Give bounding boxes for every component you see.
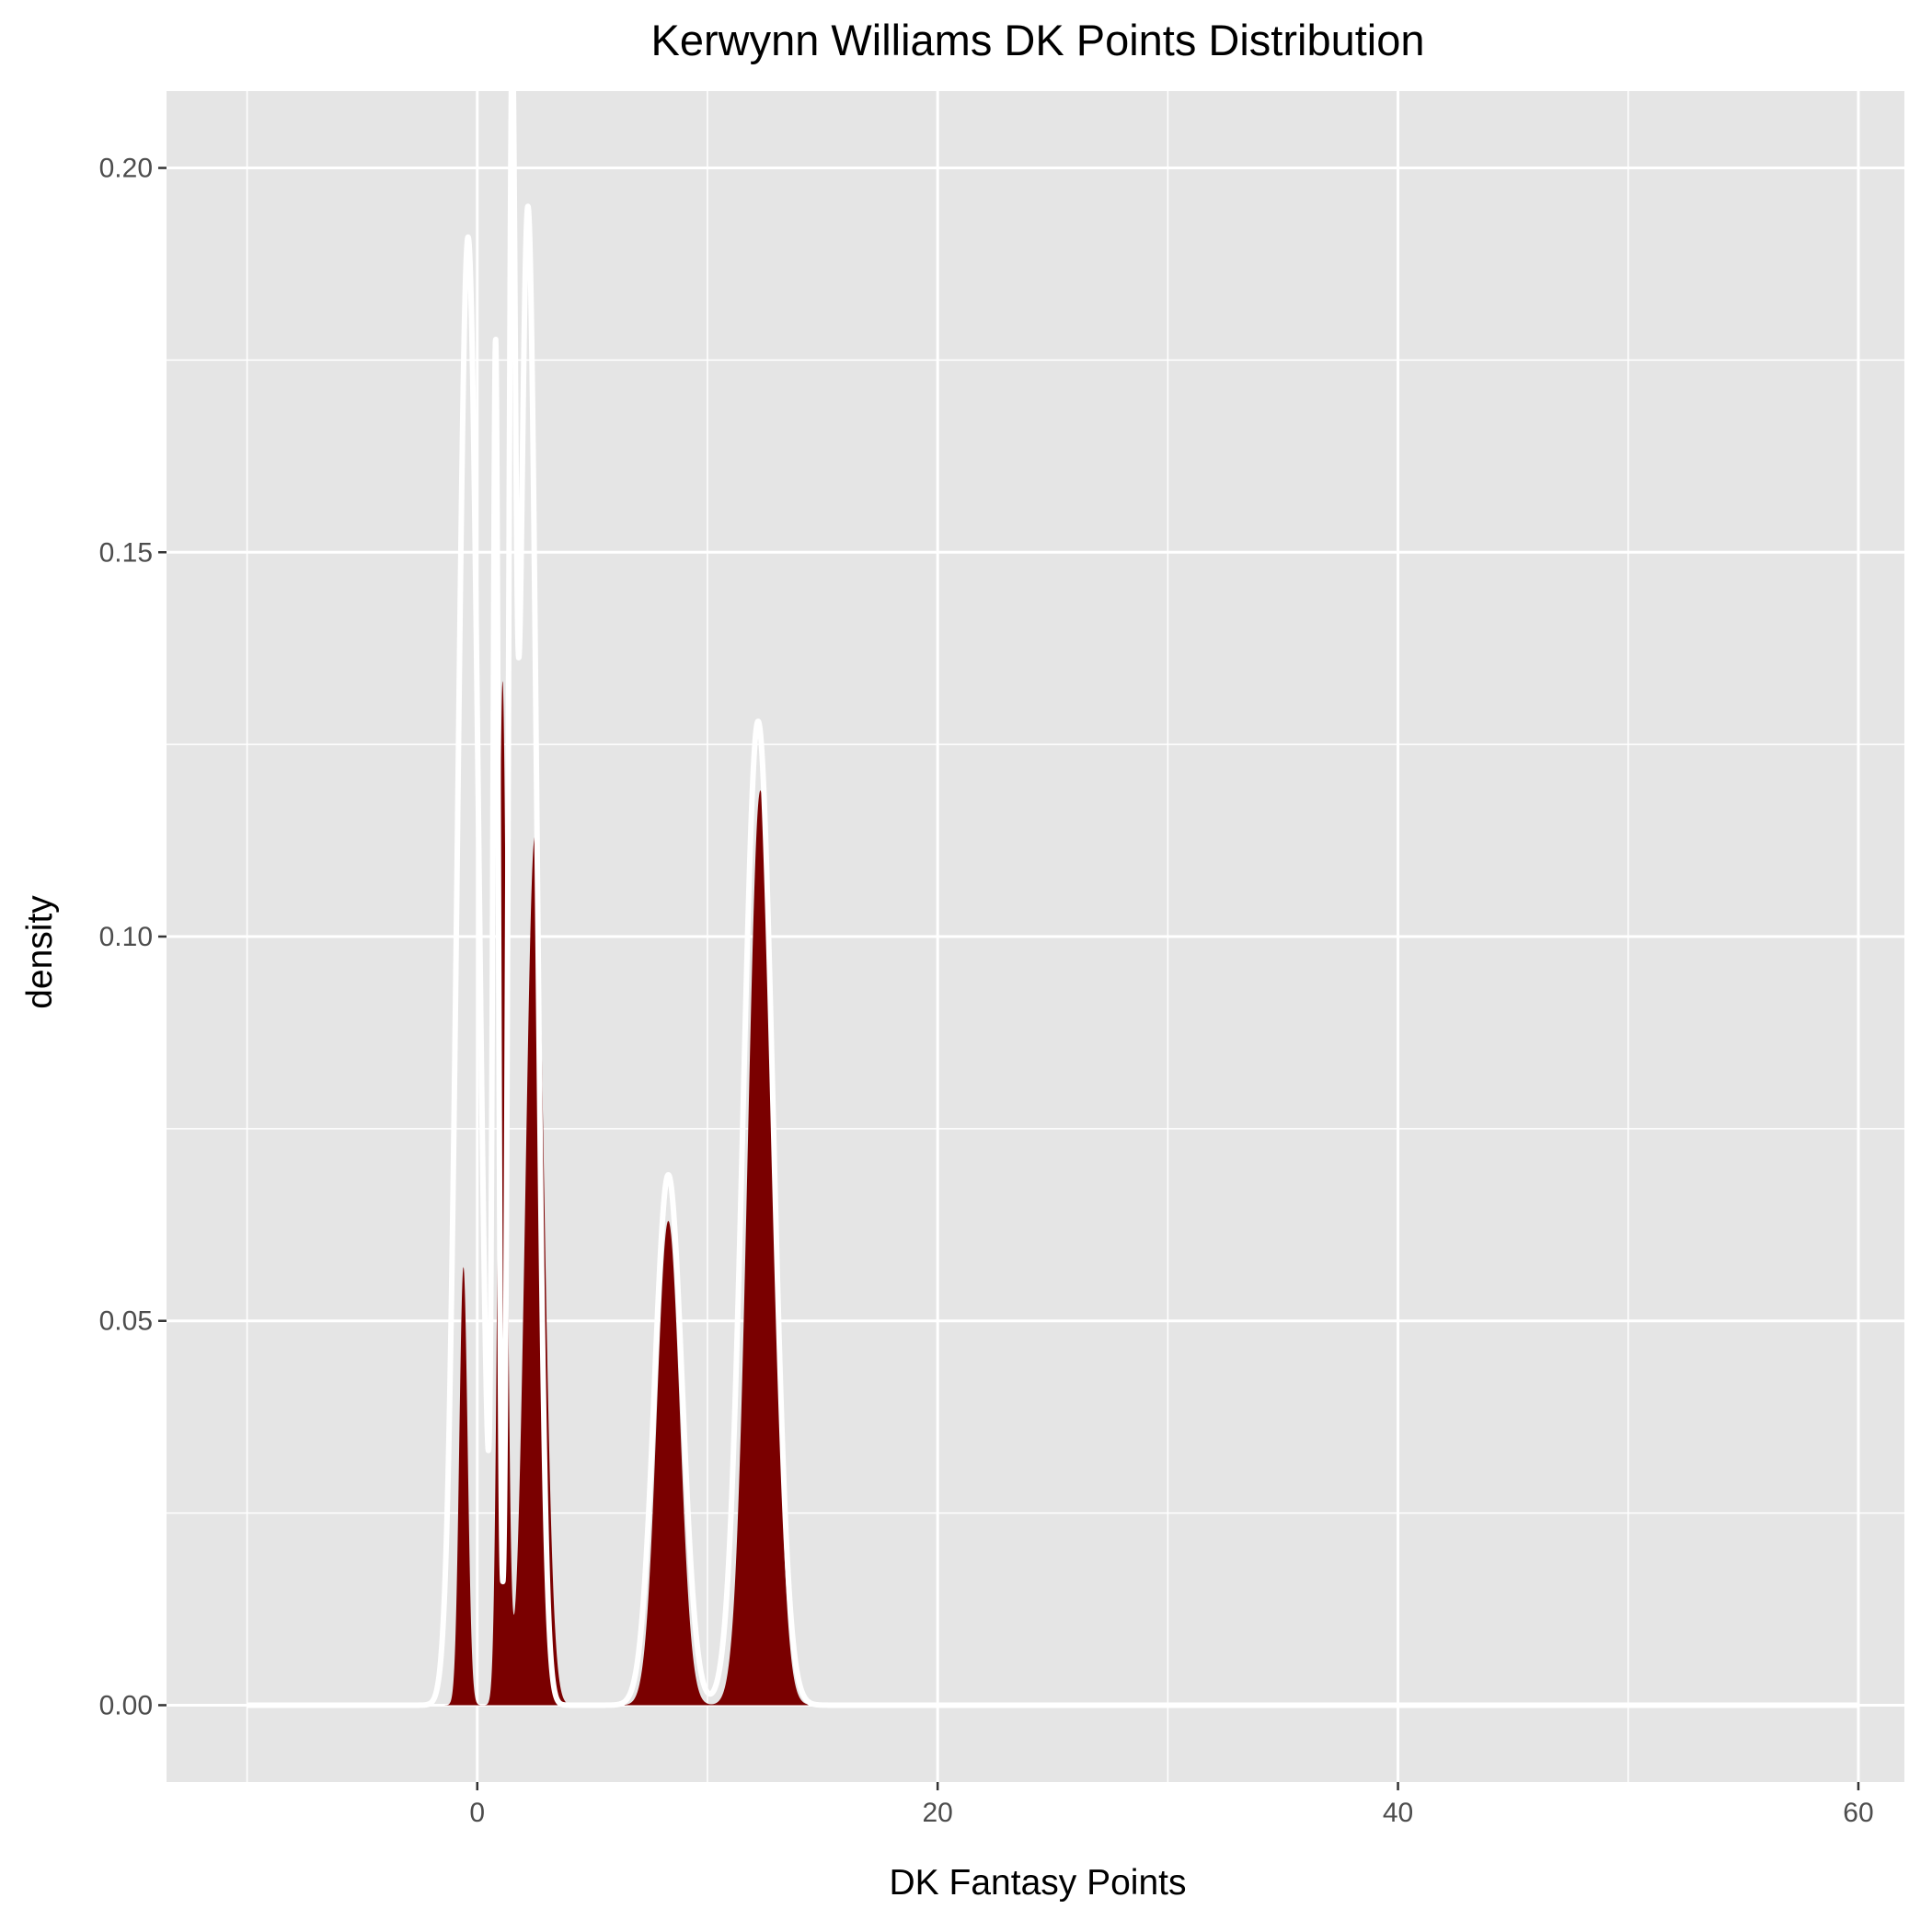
axis-ticks [158,167,1860,1790]
y-tick-label: 0.15 [99,537,153,568]
density-marks [244,36,1861,1708]
x-tick-label: 60 [1843,1798,1873,1828]
y-axis-title: density [20,895,60,1009]
x-tick-label: 40 [1383,1798,1413,1828]
chart-title: Kerwynn Williams DK Points Distribution [650,16,1424,64]
y-tick-label: 0.00 [99,1690,153,1720]
y-tick-label: 0.10 [99,922,153,952]
major-gridlines [167,91,1904,1782]
x-tick-label: 0 [469,1798,485,1828]
x-tick-label: 20 [922,1798,952,1828]
y-tick-label: 0.20 [99,154,153,184]
y-tick-label: 0.05 [99,1306,153,1337]
density-outline [244,36,1861,1708]
x-axis-title: DK Fantasy Points [890,1863,1187,1903]
